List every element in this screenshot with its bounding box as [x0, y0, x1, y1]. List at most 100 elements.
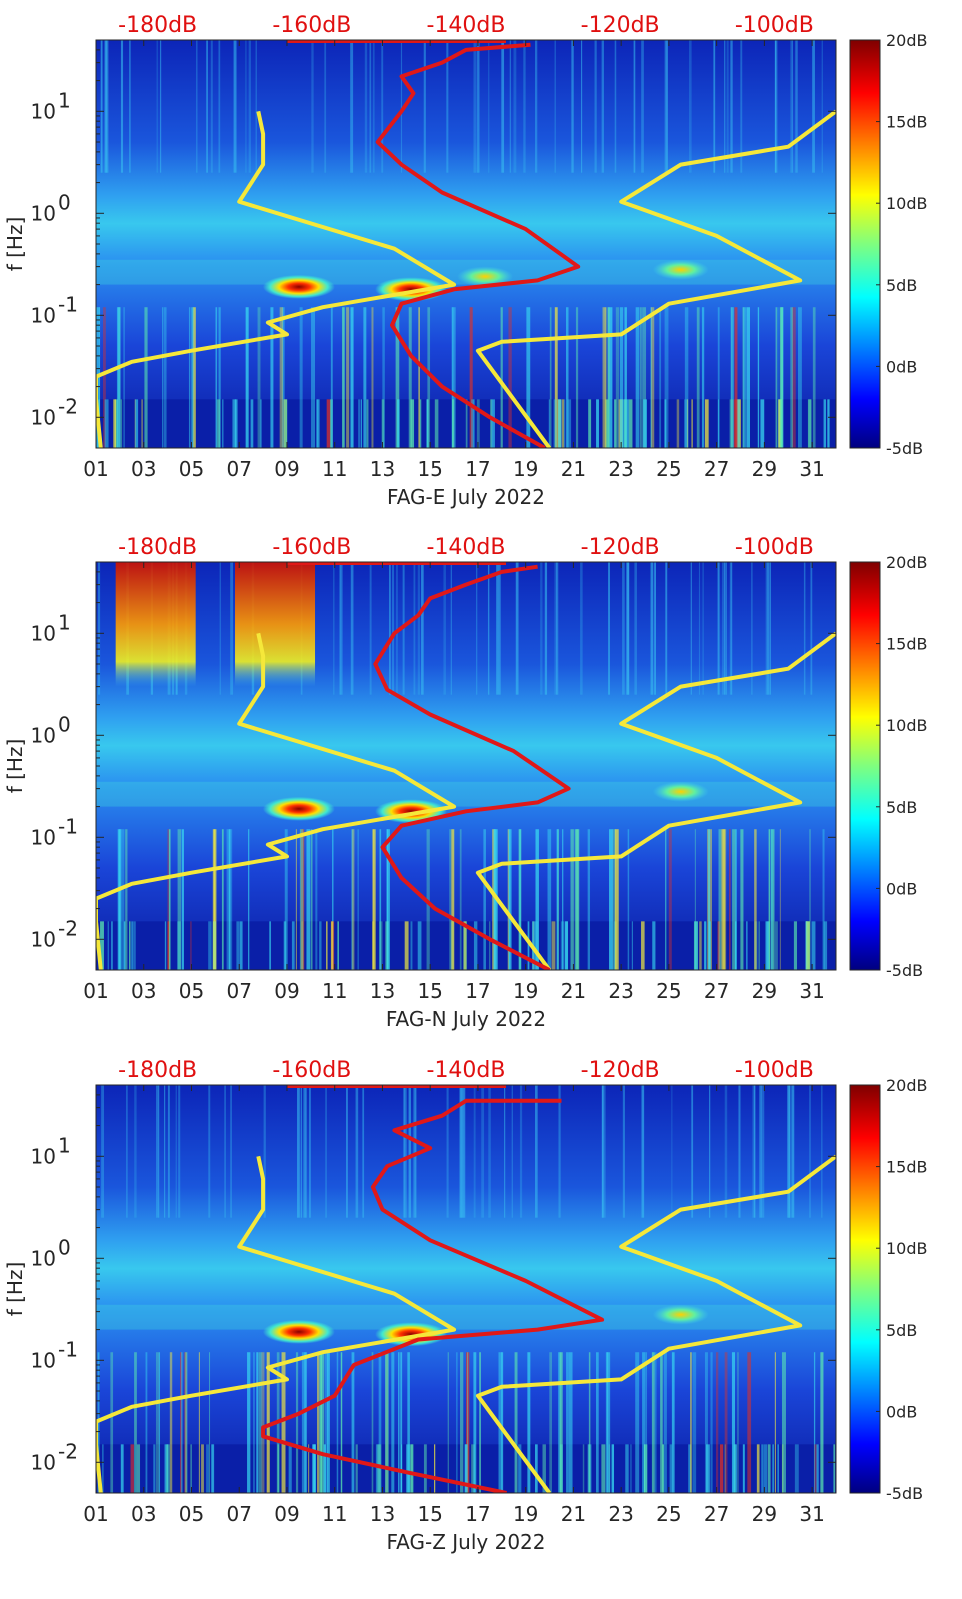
spectrogram-streak — [346, 1085, 348, 1218]
spectrogram-streak — [698, 562, 701, 695]
y-tick-exponent: -2 — [58, 1439, 78, 1463]
spectrogram-streak — [284, 399, 288, 448]
spectrogram-streak — [407, 1352, 410, 1493]
spectrogram-streak — [162, 307, 164, 448]
colorbar-tick-label: 20dB — [886, 553, 928, 572]
top-axis-tick-label: -100dB — [735, 13, 814, 38]
spectrogram-streak — [706, 1444, 710, 1493]
spectrogram-streak — [774, 921, 778, 970]
spectrogram-streak — [746, 921, 748, 970]
x-tick-label: 01 — [83, 1502, 108, 1526]
spectrogram-streak — [724, 1352, 728, 1493]
spectrogram-streak — [759, 1085, 762, 1218]
spectrogram-streak — [369, 40, 372, 173]
spectrogram-streak — [535, 1085, 538, 1218]
spectrogram-streak — [812, 307, 816, 448]
spectrogram-streak — [123, 307, 125, 448]
spectrogram-streak — [459, 829, 462, 970]
x-tick-label: 23 — [608, 979, 633, 1003]
colorbar-tick-label: 10dB — [886, 1239, 928, 1258]
spectrogram-streak — [259, 399, 262, 448]
spectrogram-streak — [234, 399, 238, 448]
spectrogram-streak — [671, 1085, 673, 1218]
spectrogram-streak — [596, 1352, 599, 1493]
spectrogram-streak — [166, 1444, 171, 1493]
colorbar-tick-label: 5dB — [886, 276, 917, 295]
spectrogram-streak — [717, 307, 720, 448]
spectrogram-streak — [471, 1444, 476, 1493]
spectrogram-streak — [774, 1352, 776, 1493]
spectrogram-streak — [247, 1352, 251, 1493]
spectrogram-streak — [283, 921, 287, 970]
spectrogram-streak — [312, 1444, 316, 1493]
spectrogram-streak — [612, 1444, 614, 1493]
spectrogram-streak — [664, 40, 667, 173]
spectrogram-streak — [724, 562, 726, 695]
spectrogram-streak — [125, 829, 128, 970]
spectrogram-streak — [337, 921, 339, 970]
spectrogram-streak — [752, 1085, 755, 1218]
spectrogram-streak — [751, 562, 753, 695]
y-tick-label: 10 — [31, 723, 56, 747]
spectrogram-streak — [332, 829, 334, 970]
x-axis-label: FAG-Z July 2022 — [387, 1530, 546, 1554]
spectrogram-streak — [794, 1444, 799, 1493]
spectrogram-streak — [650, 307, 652, 448]
spectrogram-streak — [816, 1444, 819, 1493]
spectrogram-streak — [362, 1085, 365, 1218]
spectrogram-streak — [684, 307, 689, 448]
spectrogram-streak — [188, 307, 191, 448]
x-tick-label: 17 — [465, 457, 490, 481]
spectrogram-streak — [758, 921, 761, 970]
spectrogram-streak — [560, 921, 565, 970]
y-tick-label: 10 — [31, 201, 56, 225]
spectrogram-streak — [602, 307, 606, 448]
spectrogram-streak — [740, 829, 744, 970]
spectrogram-streak — [641, 40, 644, 173]
spectrogram-streak — [332, 562, 335, 695]
spectrogram-streak — [212, 1444, 215, 1493]
spectrogram-streak — [279, 307, 283, 448]
spectrogram-streak — [704, 921, 707, 970]
spectrogram-streak — [557, 1352, 561, 1493]
x-tick-label: 07 — [226, 979, 251, 1003]
y-tick-label: 10 — [31, 1144, 56, 1168]
spectrogram-streak — [340, 1352, 343, 1493]
y-tick-exponent: 1 — [58, 1133, 71, 1157]
y-tick-label: 10 — [31, 303, 56, 327]
spectrogram-streak — [364, 40, 368, 173]
spectrogram-streak — [708, 829, 711, 970]
spectrogram-streak — [654, 562, 656, 695]
spectrogram-streak — [604, 307, 607, 448]
spectrogram-streak — [120, 399, 123, 448]
spectrogram-streak — [391, 1352, 395, 1493]
spectrogram-streak — [263, 1085, 266, 1218]
spectrogram-streak — [155, 1352, 160, 1493]
spectrogram-streak — [684, 399, 688, 448]
spectrogram-streak — [221, 829, 224, 970]
spectrogram-streak — [372, 40, 375, 173]
spectrogram-streak — [315, 829, 318, 970]
spectrogram-streak — [732, 829, 736, 970]
y-tick-label: 10 — [31, 621, 56, 645]
spectrogram-streak — [570, 829, 574, 970]
colorbar-tick-label: 0dB — [886, 1402, 917, 1421]
top-axis-tick-label: -120dB — [581, 1058, 660, 1083]
y-tick-label: 10 — [31, 1246, 56, 1270]
spectrogram-streak — [757, 307, 760, 448]
spectrogram-streak — [735, 829, 737, 970]
spectrogram-streak — [659, 307, 662, 448]
spectrogram-streak — [346, 307, 350, 448]
spectrogram-streak — [662, 1444, 665, 1493]
spectrogram-streak — [571, 40, 574, 173]
spectrogram-streak — [167, 1085, 170, 1218]
spectrogram-streak — [427, 307, 431, 448]
spectrogram-streak — [500, 307, 503, 448]
colorbar-tick-label: 5dB — [886, 798, 917, 817]
y-tick-exponent: -1 — [58, 292, 78, 316]
spectrogram-streak — [406, 1444, 410, 1493]
spectrogram-streak — [395, 562, 398, 695]
colorbar-tick-label: -5dB — [886, 1484, 923, 1503]
spectrogram-streak — [330, 307, 333, 448]
spectrogram-streak — [466, 1352, 470, 1493]
